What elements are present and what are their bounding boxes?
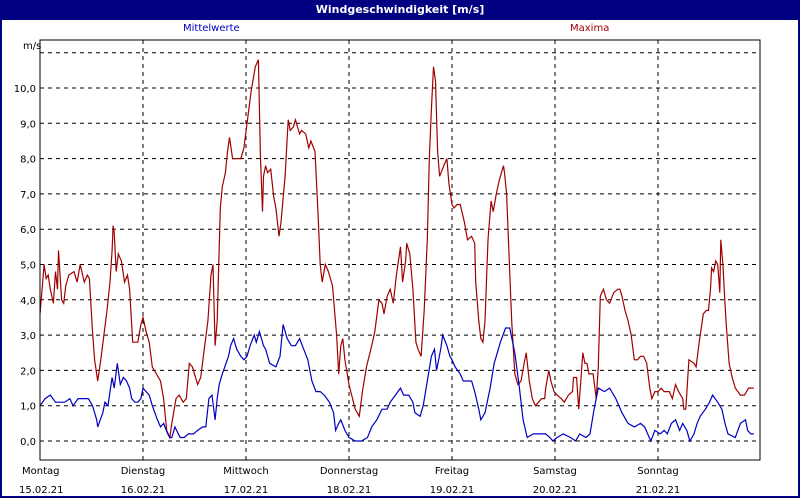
y-tick-label: 7,0 xyxy=(20,190,36,201)
x-axis: Montag 15.02.21 Dienstag 16.02.21 Mittwoch 17… xyxy=(19,466,680,496)
x-date-label: 19.02.21 xyxy=(430,485,475,496)
x-date-label: 18.02.21 xyxy=(327,485,372,496)
y-tick-label: 9,0 xyxy=(20,119,36,130)
x-date-label: 15.02.21 xyxy=(19,485,64,496)
y-tick-label: 6,0 xyxy=(20,225,36,236)
x-day-label: Sonntag xyxy=(637,466,679,477)
plot-border xyxy=(39,39,761,461)
series-maxima-line xyxy=(39,59,754,440)
legend-maxima: Maxima xyxy=(570,23,610,34)
x-date-label: 16.02.21 xyxy=(121,485,166,496)
x-day-label: Dienstag xyxy=(121,466,166,477)
y-tick-label: 0,0 xyxy=(20,437,36,448)
y-tick-label: 4,0 xyxy=(20,296,36,307)
y-tick-label: 8,0 xyxy=(20,155,36,166)
x-date-label: 17.02.21 xyxy=(224,485,269,496)
grid-lines xyxy=(40,40,760,460)
y-tick-label: 5,0 xyxy=(20,261,36,272)
y-axis-unit: m/s xyxy=(23,41,41,52)
x-day-label: Freitag xyxy=(435,466,469,477)
y-tick-label: 10,0 xyxy=(14,84,36,95)
y-axis: m/s 0,0 1,0 2,0 3,0 4,0 5,0 6,0 7,0 8,0 9,0 10,0 xyxy=(14,41,42,448)
x-date-label: 20.02.21 xyxy=(533,485,578,496)
y-tick-label: 2,0 xyxy=(20,366,36,377)
y-tick-label: 3,0 xyxy=(20,331,36,342)
legend-mittelwerte: Mittelwerte xyxy=(183,23,240,34)
x-day-label: Mittwoch xyxy=(223,466,268,477)
x-day-label: Samstag xyxy=(533,466,577,477)
y-tick-label: 1,0 xyxy=(20,402,36,413)
chart-title: Windgeschwindigkeit [m/s] xyxy=(0,0,800,20)
x-day-label: Montag xyxy=(22,466,59,477)
series-mittelwerte-line xyxy=(39,324,754,443)
x-date-label: 21.02.21 xyxy=(636,485,681,496)
x-day-label: Donnerstag xyxy=(320,466,378,477)
